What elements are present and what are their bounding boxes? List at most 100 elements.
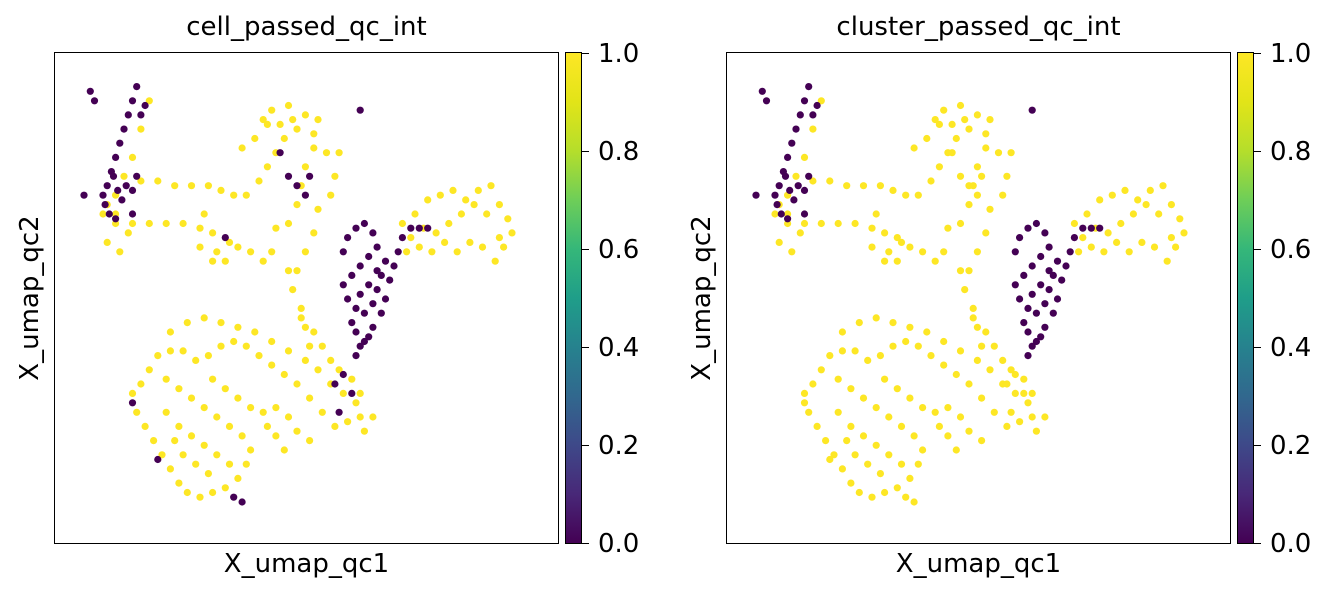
- point-passed: [956, 267, 965, 275]
- point-failed: [1053, 295, 1062, 303]
- point-passed: [1020, 389, 1028, 397]
- point-failed: [365, 281, 373, 289]
- point-passed: [940, 361, 948, 369]
- point-passed: [217, 186, 225, 194]
- point-failed: [1011, 281, 1019, 289]
- point-passed: [843, 437, 851, 445]
- point-passed: [973, 323, 981, 331]
- plot-title: cell_passed_qc_int: [186, 12, 427, 42]
- point-passed: [1108, 191, 1116, 199]
- point-passed: [952, 134, 960, 143]
- colorbar-tick-label: 0.0: [598, 529, 640, 559]
- point-passed: [441, 238, 449, 246]
- point-failed: [335, 408, 343, 416]
- point-passed: [969, 304, 977, 312]
- point-failed: [771, 191, 779, 199]
- point-passed: [268, 248, 276, 256]
- point-failed: [369, 323, 377, 331]
- point-failed: [381, 295, 390, 303]
- colorbar-tick-label: 0.4: [1270, 333, 1312, 363]
- point-passed: [314, 366, 322, 374]
- point-failed: [1024, 224, 1032, 232]
- point-passed: [1117, 219, 1125, 228]
- point-failed: [128, 97, 137, 105]
- point-failed: [777, 210, 785, 218]
- point-passed: [335, 149, 343, 157]
- point-passed: [331, 422, 339, 430]
- point-passed: [500, 243, 508, 251]
- point-failed: [352, 328, 360, 336]
- colorbar-tick-label: 0.6: [598, 235, 640, 265]
- point-passed: [1003, 172, 1011, 180]
- plot-area: [726, 52, 1231, 544]
- point-passed: [230, 337, 238, 346]
- point-passed: [923, 134, 931, 143]
- point-passed: [483, 210, 491, 218]
- point-passed: [242, 460, 250, 468]
- point-failed: [352, 304, 360, 312]
- point-passed: [272, 432, 280, 440]
- point-failed: [90, 97, 99, 105]
- point-passed: [158, 451, 166, 459]
- point-failed: [773, 201, 781, 209]
- point-passed: [897, 238, 906, 246]
- point-failed: [1024, 304, 1032, 312]
- point-failed: [230, 493, 238, 501]
- point-passed: [1079, 234, 1087, 242]
- point-passed: [335, 366, 343, 374]
- point-passed: [1113, 238, 1121, 246]
- point-passed: [805, 408, 813, 416]
- point-passed: [935, 120, 943, 128]
- point-passed: [893, 385, 901, 393]
- point-failed: [348, 271, 356, 279]
- point-passed: [179, 219, 187, 228]
- point-passed: [1003, 380, 1011, 388]
- colorbar: [565, 52, 582, 544]
- colorbar: [1237, 52, 1254, 544]
- point-passed: [200, 404, 208, 412]
- point-passed: [137, 125, 145, 133]
- point-passed: [910, 432, 918, 440]
- point-passed: [263, 163, 271, 171]
- point-passed: [166, 347, 174, 355]
- point-passed: [293, 267, 301, 275]
- point-passed: [310, 130, 318, 138]
- point-passed: [956, 219, 965, 228]
- point-passed: [914, 191, 922, 199]
- point-passed: [982, 144, 990, 152]
- point-failed: [86, 87, 94, 95]
- colorbar-tick-label: 0.2: [598, 431, 640, 461]
- point-failed: [805, 83, 813, 91]
- point-passed: [259, 116, 267, 124]
- point-passed: [881, 375, 889, 383]
- point-passed: [314, 205, 322, 213]
- plot-area: [54, 52, 559, 544]
- point-failed: [276, 149, 284, 157]
- point-passed: [209, 257, 217, 265]
- point-passed: [162, 408, 170, 416]
- point-failed: [373, 243, 381, 251]
- point-passed: [1180, 229, 1188, 237]
- point-passed: [834, 219, 842, 228]
- point-passed: [876, 182, 884, 190]
- point-passed: [187, 182, 196, 190]
- point-passed: [360, 427, 368, 435]
- point-passed: [154, 177, 162, 185]
- point-passed: [859, 182, 868, 190]
- point-passed: [314, 116, 322, 124]
- point-passed: [923, 328, 931, 336]
- point-passed: [956, 413, 965, 421]
- point-passed: [800, 153, 809, 161]
- point-passed: [973, 163, 981, 171]
- point-passed: [775, 238, 783, 246]
- point-failed: [141, 101, 149, 110]
- point-failed: [762, 97, 771, 105]
- point-passed: [192, 356, 200, 364]
- point-failed: [796, 111, 804, 119]
- point-failed: [118, 196, 126, 204]
- point-failed: [1045, 243, 1053, 251]
- point-passed: [301, 163, 309, 171]
- point-passed: [495, 234, 503, 242]
- point-failed: [114, 186, 122, 194]
- point-passed: [247, 248, 255, 256]
